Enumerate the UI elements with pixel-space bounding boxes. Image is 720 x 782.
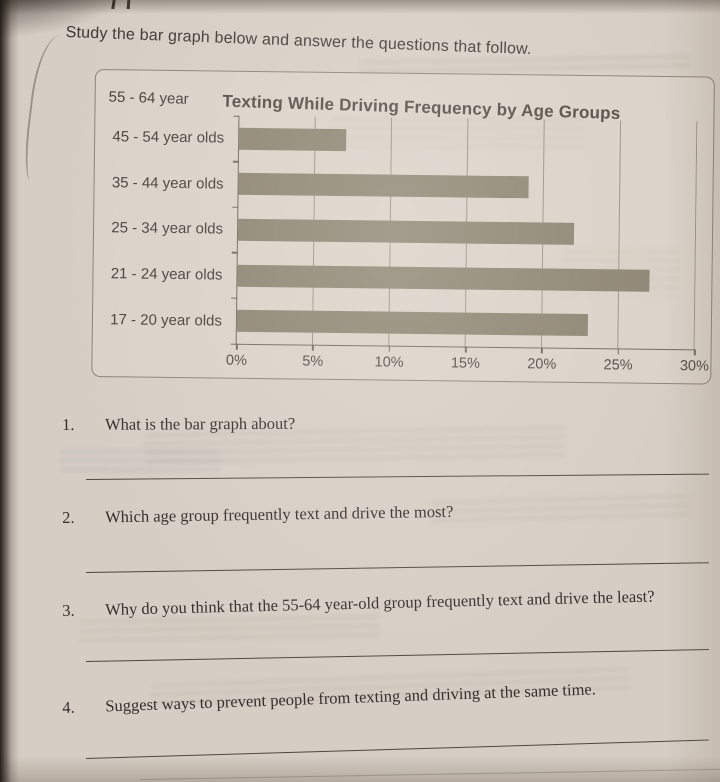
x-axis-tick: [235, 343, 238, 350]
y-axis-tick: [231, 297, 238, 300]
age-group-label-55-64: 55 - 64 year: [108, 88, 189, 108]
question-text: Why do you think that the 55-64 year-old…: [104, 586, 655, 619]
question-number: 4.: [62, 697, 76, 717]
page-crease-line: [21, 32, 71, 184]
x-axis-tick-label: 5%: [302, 353, 324, 370]
x-axis-tick: [312, 344, 314, 351]
x-axis-tick-label: 20%: [527, 356, 557, 373]
y-axis-labels: 45 - 54 year olds 35 - 44 year olds 25 - 3…: [97, 114, 234, 344]
ink-bleed-smudge: [60, 450, 220, 472]
question-text: Which age group frequently text and driv…: [104, 501, 454, 527]
y-axis-tick: [232, 160, 239, 163]
answer-line: [86, 562, 709, 573]
x-axis-tick-label: 30%: [679, 358, 710, 375]
question-number: 3.: [62, 600, 75, 620]
cropped-page-header-mark: [111, 0, 116, 10]
x-axis-tick-label: 10%: [374, 354, 404, 371]
y-axis-tick: [233, 115, 240, 117]
y-axis-tick: [232, 206, 239, 208]
bar-label: 25 - 34 year olds: [111, 219, 224, 239]
bar-label: 35 - 44 year olds: [111, 174, 224, 193]
x-axis-tick-label: 15%: [450, 355, 481, 372]
chart-box: Texting While Driving Frequency by Age G…: [91, 69, 715, 385]
answer-line: [86, 473, 709, 480]
x-axis-tick-label: 0%: [225, 352, 248, 369]
answer-line: [86, 739, 709, 759]
x-axis-tick: [464, 346, 467, 353]
x-axis-tick: [617, 348, 620, 355]
ink-bleed-smudge: [79, 615, 381, 645]
question-number: 1.: [62, 414, 75, 434]
bar-label: 17 - 20 year olds: [110, 310, 223, 330]
bar-label: 45 - 54 year olds: [112, 128, 225, 147]
x-axis-tick: [693, 349, 696, 356]
question-number: 2.: [62, 507, 75, 527]
question-item: 2. Which age group frequently text and d…: [62, 502, 453, 528]
cropped-page-header-mark: [126, 0, 131, 10]
ink-bleed-smudge: [429, 494, 691, 528]
y-axis-tick: [231, 251, 238, 254]
answer-line: [86, 649, 709, 662]
axis-decor: 0% 5% 10% 15% 20% 25% 30%: [226, 115, 709, 375]
partial-next-line: [140, 768, 720, 780]
x-axis-tick-label: 25%: [603, 357, 633, 374]
x-axis-tick: [388, 345, 391, 352]
instruction-text: Study the bar graph below and answer the…: [65, 24, 532, 59]
question-item: 1. What is the bar graph about?: [62, 414, 295, 435]
bar-label: 21 - 24 year olds: [110, 265, 223, 284]
x-axis-tick: [541, 347, 543, 354]
plot-area: 0% 5% 10% 15% 20% 25% 30%: [226, 115, 709, 375]
question-text: What is the bar graph about?: [104, 413, 296, 434]
